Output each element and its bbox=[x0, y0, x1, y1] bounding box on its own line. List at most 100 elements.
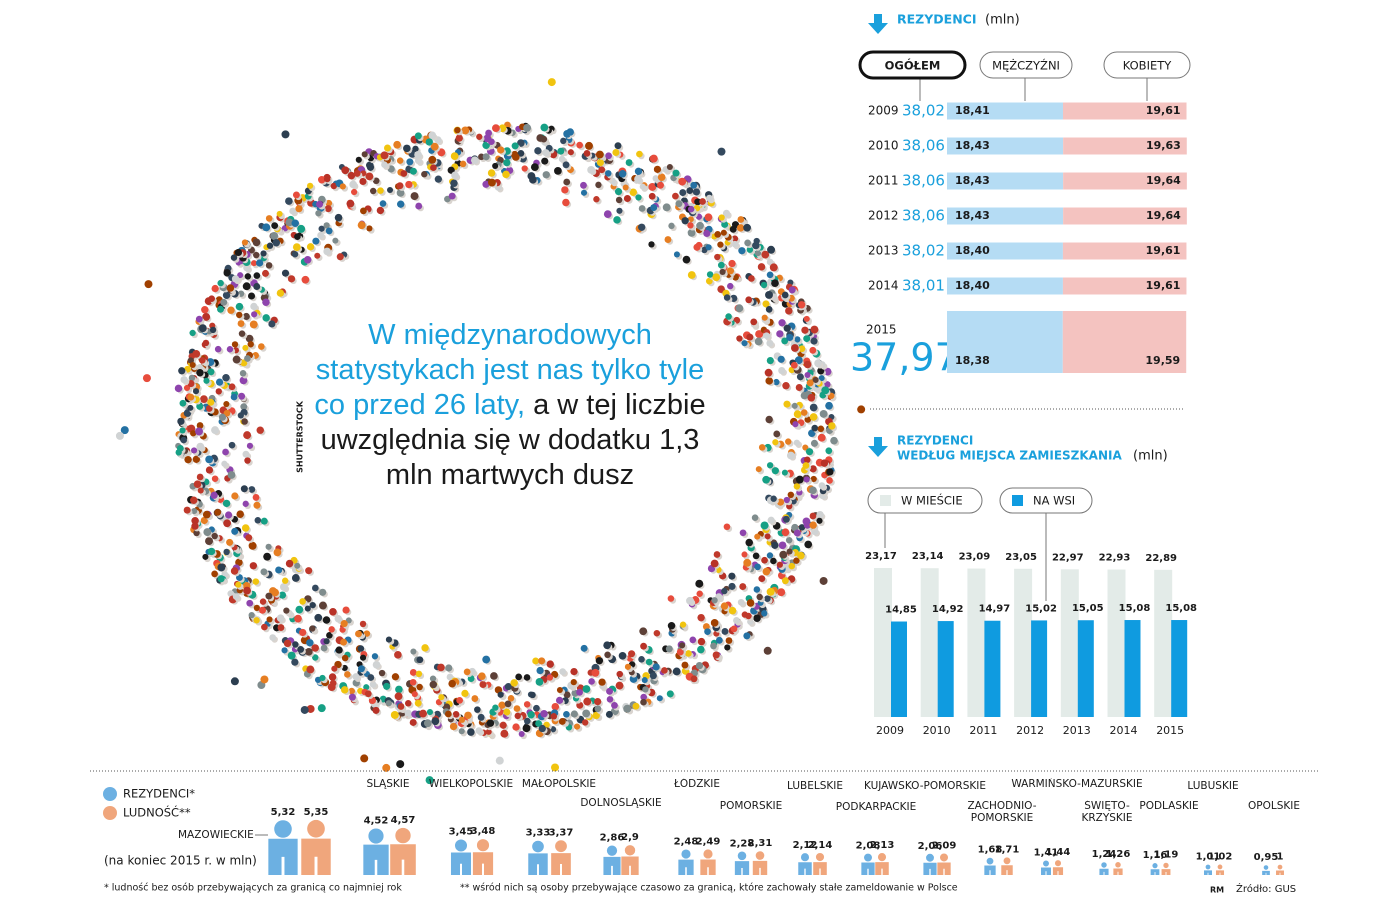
crowd-person bbox=[755, 466, 762, 473]
crowd-person bbox=[612, 148, 620, 157]
crowd-person bbox=[648, 241, 655, 248]
crowd-person bbox=[196, 442, 205, 451]
crowd-person bbox=[410, 192, 419, 201]
crowd-person bbox=[661, 667, 668, 674]
crowd-person bbox=[253, 283, 261, 291]
crowd-person bbox=[547, 78, 556, 87]
crowd-person bbox=[357, 665, 365, 673]
crowd-person bbox=[425, 138, 433, 146]
crowd-person bbox=[237, 412, 244, 419]
crowd-person bbox=[262, 298, 270, 306]
crowd-person bbox=[193, 480, 202, 488]
category-label-box: PODKARPACKIE bbox=[836, 801, 916, 813]
value-label: 15,02 bbox=[1025, 603, 1057, 614]
crowd-person bbox=[725, 637, 733, 644]
crowd-person bbox=[188, 374, 196, 382]
crowd-person bbox=[281, 647, 288, 654]
crowd-person bbox=[778, 367, 786, 375]
crowd-person bbox=[359, 620, 367, 628]
crowd-person bbox=[231, 341, 239, 348]
crowd-person bbox=[591, 668, 600, 677]
crowd-person bbox=[202, 312, 211, 321]
crowd-person bbox=[318, 601, 327, 610]
crowd-person bbox=[236, 311, 243, 319]
crowd-person bbox=[253, 617, 260, 624]
crowd-person bbox=[728, 582, 736, 590]
crowd-person bbox=[251, 311, 258, 318]
crowd-person bbox=[652, 663, 660, 671]
crowd-person bbox=[312, 237, 320, 245]
year-label: 2015 bbox=[1156, 724, 1184, 737]
bar bbox=[1077, 620, 1094, 717]
crowd-person bbox=[299, 628, 307, 637]
crowd-person bbox=[224, 511, 233, 519]
crowd-person bbox=[340, 638, 348, 646]
person-icon bbox=[1052, 860, 1064, 875]
crowd-person bbox=[266, 242, 274, 249]
bar bbox=[1107, 569, 1126, 717]
crowd-person bbox=[510, 679, 518, 687]
legend-pill bbox=[867, 487, 983, 514]
crowd-person bbox=[814, 359, 822, 367]
crowd-person bbox=[253, 501, 261, 509]
crowd-person bbox=[240, 485, 248, 493]
crowd-person bbox=[369, 187, 377, 195]
crowd-person bbox=[692, 188, 701, 196]
crowd-person bbox=[810, 439, 819, 447]
crowd-person bbox=[190, 447, 198, 454]
crowd-person bbox=[809, 346, 817, 354]
crowd-person bbox=[703, 229, 711, 238]
crowd-person bbox=[446, 673, 454, 681]
crowd-person bbox=[517, 139, 525, 147]
crowd-person bbox=[605, 710, 613, 718]
bar-segment bbox=[1062, 242, 1187, 260]
crowd-person bbox=[497, 691, 504, 698]
crowd-person bbox=[536, 666, 544, 675]
crowd-person bbox=[819, 409, 828, 418]
crowd-person bbox=[638, 656, 645, 663]
value-label: 1,16 bbox=[1143, 850, 1168, 861]
crowd-person bbox=[615, 681, 624, 690]
crowd-person bbox=[551, 702, 560, 711]
crowd-person bbox=[277, 624, 285, 631]
crowd-person bbox=[236, 510, 244, 518]
crowd-person bbox=[191, 516, 199, 525]
crowd-person bbox=[628, 650, 636, 658]
crowd-person bbox=[532, 657, 540, 665]
crowd-person bbox=[360, 754, 369, 763]
crowd-person bbox=[507, 695, 515, 702]
crowd-person bbox=[803, 476, 810, 483]
value-label: 18,43 bbox=[955, 139, 990, 152]
person-icon bbox=[472, 839, 494, 875]
crowd-person bbox=[336, 253, 344, 261]
chart-unit: (mln) bbox=[985, 13, 1020, 28]
crowd-person bbox=[320, 644, 328, 652]
crowd-person bbox=[311, 644, 319, 652]
bar bbox=[1014, 568, 1033, 717]
person-icon bbox=[1113, 862, 1123, 875]
crowd-person bbox=[348, 693, 356, 701]
crowd-person bbox=[514, 712, 521, 720]
crowd-person bbox=[394, 692, 403, 701]
crowd-person bbox=[479, 680, 487, 689]
crowd-person bbox=[223, 548, 230, 556]
crowd-person bbox=[771, 467, 779, 475]
crowd-person bbox=[220, 298, 228, 306]
person-icon bbox=[734, 851, 750, 875]
crowd-person bbox=[605, 170, 612, 177]
crowd-person bbox=[580, 644, 588, 652]
crowd-person bbox=[285, 197, 293, 205]
year-label: 2009 bbox=[876, 724, 904, 737]
crowd-person bbox=[765, 377, 774, 385]
crowd-person bbox=[351, 188, 358, 196]
crowd-person bbox=[803, 521, 811, 529]
crowd-person bbox=[598, 166, 606, 174]
crowd-person bbox=[203, 377, 210, 384]
crowd-person bbox=[753, 614, 761, 623]
crowd-person bbox=[396, 157, 404, 164]
crowd-person bbox=[306, 704, 315, 713]
crowd-person bbox=[258, 606, 267, 614]
crowd-person bbox=[758, 575, 766, 583]
crowd-person bbox=[246, 442, 254, 449]
crowd-person bbox=[371, 653, 379, 660]
